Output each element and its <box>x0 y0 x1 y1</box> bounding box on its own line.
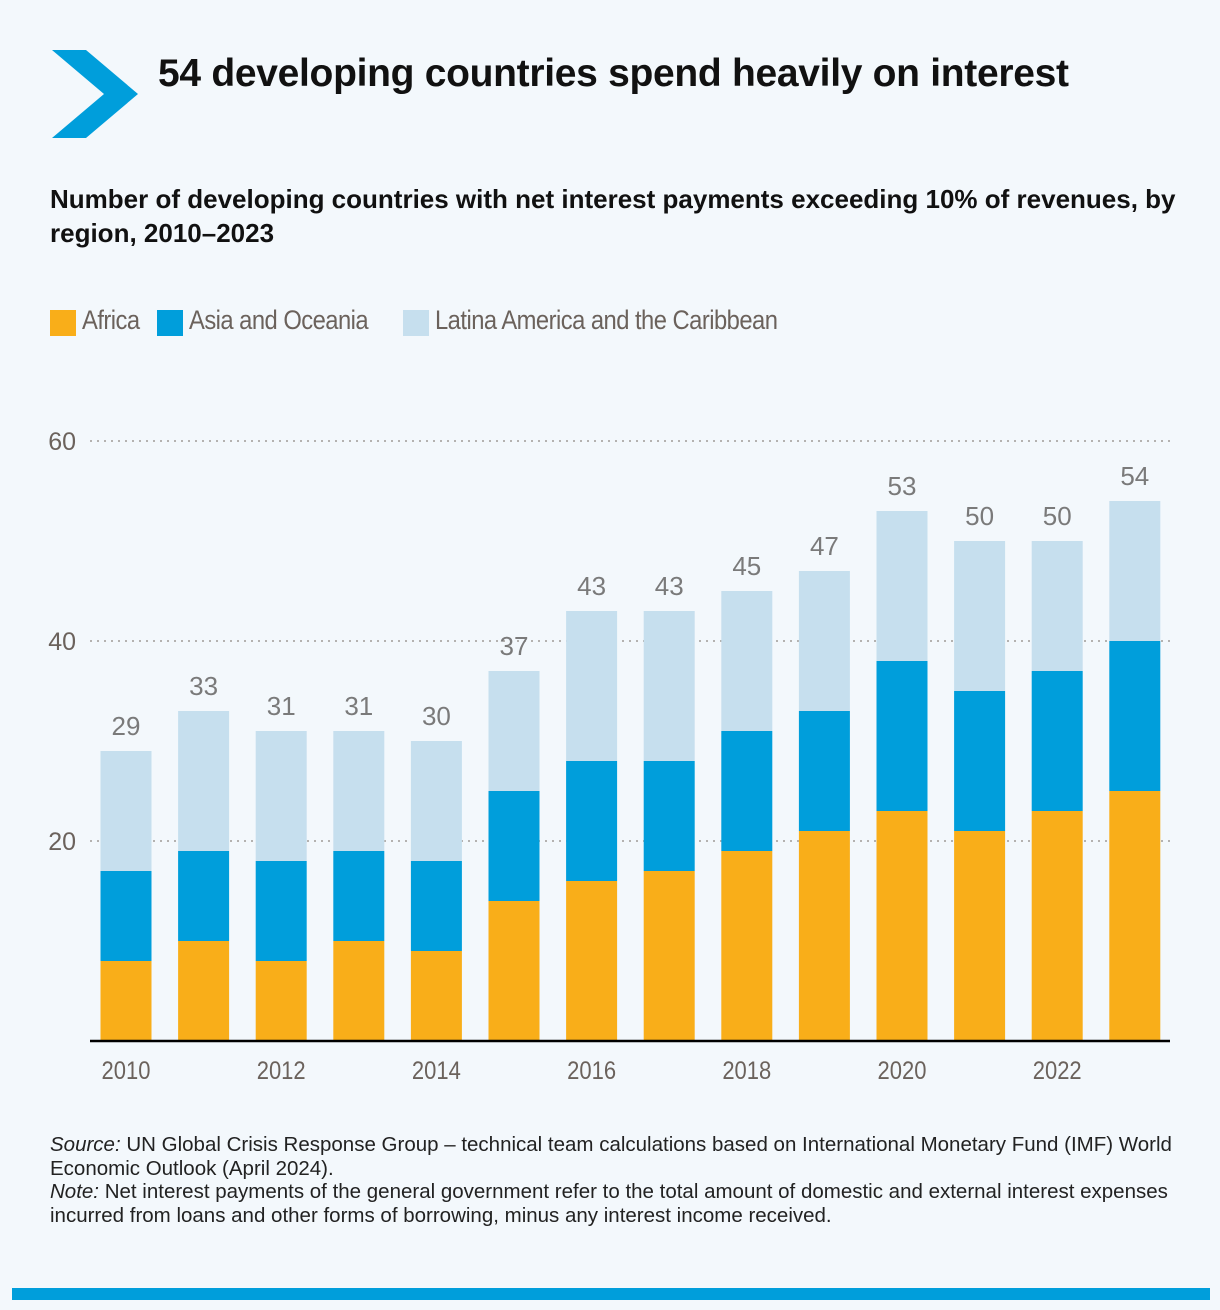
bar-segment-asia-and-oceania <box>721 731 773 851</box>
bar-segment-latina-america-and-the-caribbean <box>876 511 928 661</box>
bar-segment-latina-america-and-the-caribbean <box>255 731 307 861</box>
bar-segment-latina-america-and-the-caribbean <box>1031 541 1083 671</box>
bar-total-label: 54 <box>1120 461 1149 491</box>
bar-segment-africa <box>643 871 695 1041</box>
chart-subtitle: Number of developing countries with net … <box>50 184 1176 248</box>
bar-segment-asia-and-oceania <box>410 861 462 951</box>
bar-segment-asia-and-oceania <box>178 851 230 941</box>
bar-segment-africa <box>1109 791 1161 1041</box>
bar-segment-asia-and-oceania <box>1031 671 1083 811</box>
bar-segment-latina-america-and-the-caribbean <box>333 731 385 851</box>
legend-item-africa: Africa <box>50 304 147 336</box>
note-text: Net interest payments of the general gov… <box>50 1180 1168 1227</box>
legend-swatch-asia-oceania <box>157 310 184 336</box>
legend-label-latin-america: Latina America and the Caribbean <box>434 304 778 335</box>
bar-total-label: 45 <box>732 551 761 581</box>
x-tick-label: 2022 <box>1033 1057 1082 1085</box>
bar-segment-latina-america-and-the-caribbean <box>100 751 152 871</box>
bar-segment-asia-and-oceania <box>488 791 540 901</box>
bar-segment-latina-america-and-the-caribbean <box>566 611 618 761</box>
bar-segment-africa <box>100 961 152 1041</box>
bar-segment-asia-and-oceania <box>954 691 1006 831</box>
bar-segment-africa <box>410 951 462 1041</box>
bar-segment-asia-and-oceania <box>333 851 385 941</box>
x-tick-label: 2010 <box>102 1057 151 1085</box>
bar-segment-africa <box>333 941 385 1041</box>
legend-swatch-africa <box>50 310 76 336</box>
bar-segment-latina-america-and-the-caribbean <box>410 741 462 861</box>
bar-total-label: 50 <box>965 501 994 531</box>
chevron-right-icon <box>52 50 138 138</box>
bar-total-label: 31 <box>344 691 373 721</box>
bar-segment-latina-america-and-the-caribbean <box>1109 501 1161 641</box>
bar-segment-latina-america-and-the-caribbean <box>798 571 850 711</box>
bar-segment-africa <box>566 881 618 1041</box>
bar-segment-latina-america-and-the-caribbean <box>488 671 540 791</box>
bar-segment-africa <box>876 811 928 1041</box>
bar-segment-asia-and-oceania <box>255 861 307 961</box>
legend-item-latin-america: Latina America and the Caribbean <box>402 304 824 336</box>
bar-segment-asia-and-oceania <box>100 871 152 961</box>
chart-legend: Africa Asia and Oceania Latina America a… <box>50 300 834 340</box>
bar-total-label: 33 <box>189 671 218 701</box>
bar-segment-latina-america-and-the-caribbean <box>954 541 1006 691</box>
note-text-block: Note: Net interest payments of the gener… <box>50 1180 1180 1227</box>
legend-item-asia-oceania: Asia and Oceania <box>157 304 393 336</box>
y-tick-label: 40 <box>48 628 76 656</box>
bar-segment-latina-america-and-the-caribbean <box>643 611 695 761</box>
bar-segment-asia-and-oceania <box>566 761 618 881</box>
bar-total-label: 30 <box>422 701 451 731</box>
bar-segment-asia-and-oceania <box>798 711 850 831</box>
legend-label-africa: Africa <box>82 304 140 335</box>
bar-segment-latina-america-and-the-caribbean <box>721 591 773 731</box>
bar-segment-africa <box>798 831 850 1041</box>
bar-total-label: 43 <box>655 571 684 601</box>
bar-total-label: 43 <box>577 571 606 601</box>
chart-footer: Source: UN Global Crisis Response Group … <box>50 1133 1180 1227</box>
y-tick-label: 20 <box>48 828 76 856</box>
bar-total-label: 31 <box>267 691 296 721</box>
bar-segment-africa <box>255 961 307 1041</box>
bar-segment-africa <box>954 831 1006 1041</box>
bar-total-label: 50 <box>1043 501 1072 531</box>
source-label: Source: <box>50 1133 121 1156</box>
bar-segment-africa <box>488 901 540 1041</box>
x-tick-label: 2012 <box>257 1057 306 1085</box>
bar-segment-africa <box>178 941 230 1041</box>
bottom-accent-bar <box>12 1288 1210 1300</box>
bar-segment-latina-america-and-the-caribbean <box>178 711 230 851</box>
source-note: Source: UN Global Crisis Response Group … <box>50 1133 1180 1180</box>
x-tick-label: 2020 <box>878 1057 927 1085</box>
x-tick-label: 2016 <box>567 1057 616 1085</box>
bar-total-label: 29 <box>112 711 141 741</box>
x-tick-label: 2018 <box>722 1057 771 1085</box>
bar-segment-asia-and-oceania <box>643 761 695 871</box>
source-text: UN Global Crisis Response Group – techni… <box>50 1133 1172 1180</box>
page-title: 54 developing countries spend heavily on… <box>158 52 1069 95</box>
bar-total-label: 37 <box>500 631 529 661</box>
bar-total-label: 53 <box>888 471 917 501</box>
bar-segment-asia-and-oceania <box>876 661 928 811</box>
x-tick-label: 2014 <box>412 1057 461 1085</box>
bar-segment-africa <box>1031 811 1083 1041</box>
bar-segment-asia-and-oceania <box>1109 641 1161 791</box>
bar-segment-africa <box>721 851 773 1041</box>
legend-label-asia-oceania: Asia and Oceania <box>189 304 369 335</box>
y-tick-label: 60 <box>48 428 76 456</box>
note-label: Note: <box>50 1180 99 1203</box>
bar-total-label: 47 <box>810 531 839 561</box>
stacked-bar-chart: 20 40 60 29 2010 33 31 2012 31 30 2014 37 43 2016 43 45… <box>48 428 1170 1085</box>
legend-swatch-latin-america <box>402 310 429 336</box>
